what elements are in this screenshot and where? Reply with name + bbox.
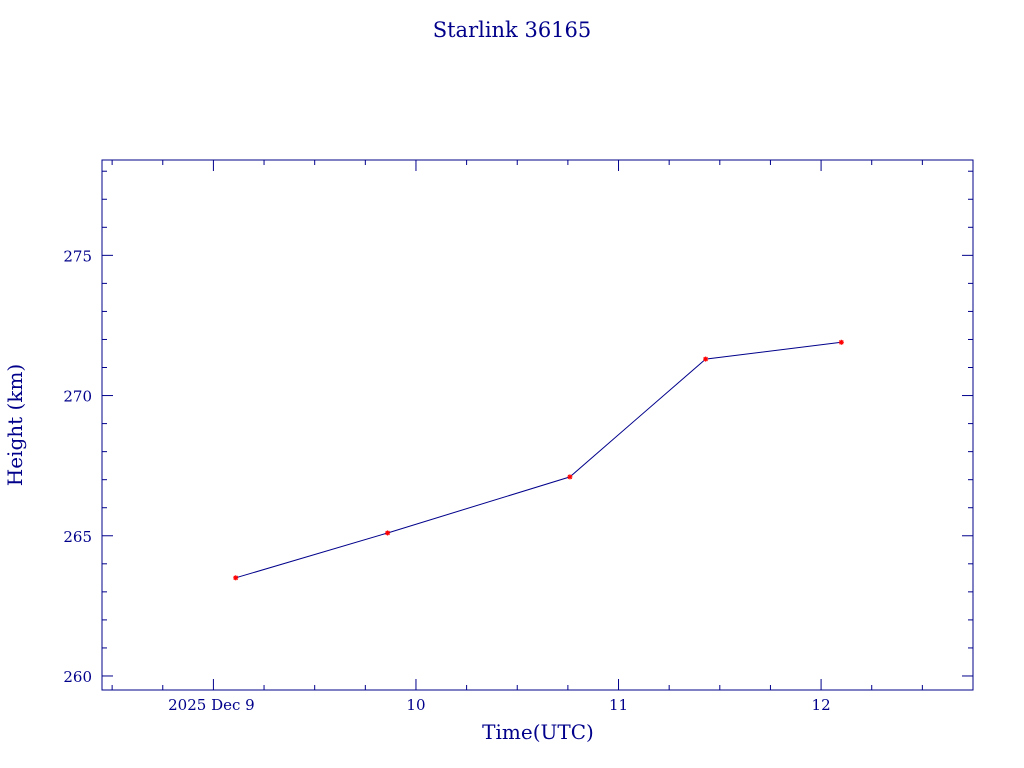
axis-ticks: 2025 Dec 9 10 11 12 260 265 270 275: [63, 160, 974, 714]
x-tick-label: 11: [609, 696, 628, 714]
y-tick-label: 265: [63, 528, 92, 546]
data-series: [233, 339, 844, 581]
series-line: [235, 341, 842, 579]
data-point-stroke: [839, 339, 844, 345]
y-tick-label: 275: [63, 247, 92, 265]
y-axis-label: Height (km): [3, 364, 27, 486]
x-tick-label: 10: [406, 696, 425, 714]
data-point: [567, 474, 573, 480]
chart-title: Starlink 36165: [433, 18, 592, 42]
data-point-stroke: [385, 530, 390, 536]
plot-frame: [101, 159, 974, 691]
x-tick-label: 2025 Dec 9: [168, 696, 255, 714]
data-point-stroke: [233, 575, 238, 581]
y-tick-label: 260: [63, 668, 92, 686]
data-point-stroke: [567, 474, 573, 480]
data-point: [385, 530, 391, 536]
data-point-stroke: [703, 356, 708, 362]
data-point: [233, 575, 239, 581]
y-tick-label: 270: [63, 388, 92, 406]
x-tick-label: 12: [812, 696, 831, 714]
x-axis-label: Time(UTC): [482, 720, 594, 744]
data-point: [703, 356, 709, 362]
data-point: [838, 339, 844, 345]
